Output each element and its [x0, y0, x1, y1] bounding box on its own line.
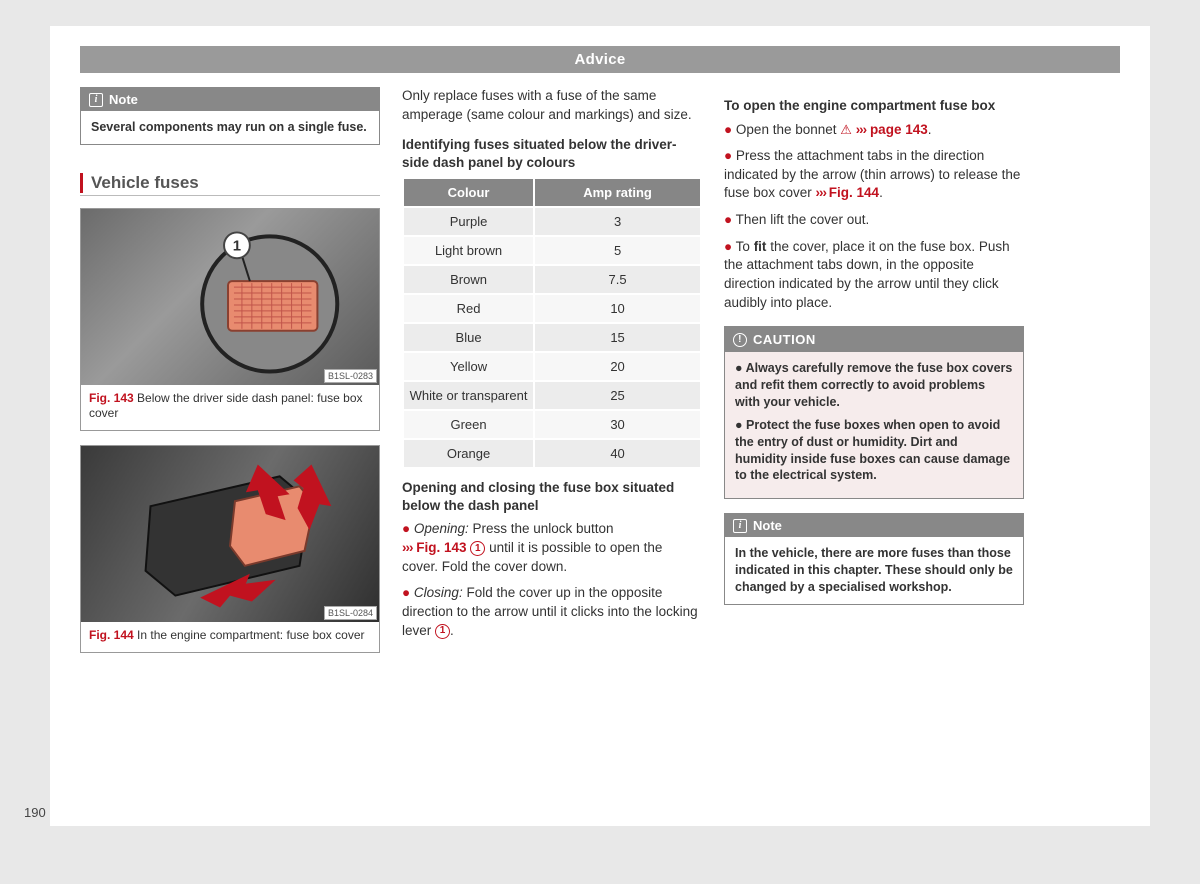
table-row: Red10	[403, 294, 701, 323]
caution-icon: !	[733, 333, 747, 347]
table-row: Blue15	[403, 323, 701, 352]
note-label: Note	[109, 92, 138, 107]
note-body: In the vehicle, there are more fuses tha…	[725, 537, 1023, 604]
bullet-icon: ●	[724, 239, 732, 254]
content-columns: i Note Several components may run on a s…	[80, 87, 1120, 667]
figure-143: 1 B1SL-0283 Fig. 143 Below the driver si…	[80, 208, 380, 431]
bullet-icon: ●	[724, 212, 732, 227]
info-icon: i	[89, 93, 103, 107]
column-middle: Only replace fuses with a fuse of the sa…	[402, 87, 702, 667]
intro-text: Only replace fuses with a fuse of the sa…	[402, 87, 702, 124]
bullet-icon: ●	[724, 148, 732, 163]
closing-bullet: ● Closing: Fold the cover up in the oppo…	[402, 584, 702, 640]
page-header-title: Advice	[575, 51, 626, 68]
circled-1-icon: 1	[470, 541, 485, 556]
note-header: i Note	[81, 88, 379, 111]
info-icon: i	[733, 519, 747, 533]
arrow-ref-icon: ›››	[856, 122, 867, 137]
bullet-icon: ●	[402, 521, 410, 536]
opening-bullet: ● Opening: Press the unlock button ››› F…	[402, 520, 702, 576]
manual-page: Advice i Note Several components may run…	[50, 26, 1150, 826]
svg-text:1: 1	[233, 238, 241, 254]
open-close-title: Opening and closing the fuse box situate…	[402, 479, 702, 514]
table-row: Brown7.5	[403, 265, 701, 294]
table-row: Purple3	[403, 207, 701, 236]
table-row: Orange40	[403, 439, 701, 468]
fig-ref-144: Fig. 144	[829, 185, 879, 200]
table-row: White or transparent25	[403, 381, 701, 410]
figure-144-caption: Fig. 144 In the engine compartment: fuse…	[81, 622, 379, 652]
figure-143-label: Fig. 143	[89, 391, 134, 405]
note-body: Several components may run on a single f…	[81, 111, 379, 144]
caution-header: ! CAUTION	[725, 327, 1023, 352]
note-header: i Note	[725, 514, 1023, 537]
column-right: To open the engine compartment fuse box …	[724, 87, 1024, 667]
figure-144: B1SL-0284 Fig. 144 In the engine compart…	[80, 445, 380, 653]
arrow-ref-icon: ›››	[402, 540, 413, 555]
open-bonnet-bullet: ● Open the bonnet ⚠ ››› page 143.	[724, 121, 1024, 140]
page-ref-143: page 143	[866, 122, 928, 137]
page-header-bar: Advice	[80, 46, 1120, 73]
figure-143-caption: Fig. 143 Below the driver side dash pane…	[81, 385, 379, 430]
figure-143-code: B1SL-0283	[324, 369, 377, 383]
note-label: Note	[753, 518, 782, 533]
figure-143-svg: 1	[81, 209, 379, 385]
figure-144-image: B1SL-0284	[81, 446, 379, 622]
fit-cover-bullet: ● To fit the cover, place it on the fuse…	[724, 238, 1024, 313]
figure-144-label: Fig. 144	[89, 628, 134, 642]
opening-label: Opening:	[414, 521, 469, 536]
caution-label: CAUTION	[753, 332, 816, 347]
warning-triangle-icon: ⚠	[840, 122, 852, 137]
fuse-colour-table: Colour Amp rating Purple3 Light brown5 B…	[402, 177, 702, 469]
table-row: Green30	[403, 410, 701, 439]
circled-1-icon: 1	[435, 624, 450, 639]
table-title: Identifying fuses situated below the dri…	[402, 136, 702, 171]
caution-body: ● Always carefully remove the fuse box c…	[725, 352, 1023, 498]
th-amp: Amp rating	[534, 178, 701, 207]
column-left: i Note Several components may run on a s…	[80, 87, 380, 667]
fig-ref-143: Fig. 143	[416, 540, 466, 555]
note-box-right: i Note In the vehicle, there are more fu…	[724, 513, 1024, 605]
bullet-icon: ●	[724, 122, 732, 137]
bullet-icon: ●	[402, 585, 410, 600]
bullet-icon: ●	[735, 361, 746, 375]
table-row: Yellow20	[403, 352, 701, 381]
closing-label: Closing:	[414, 585, 463, 600]
figure-144-svg	[81, 446, 379, 622]
figure-144-code: B1SL-0284	[324, 606, 377, 620]
open-engine-title: To open the engine compartment fuse box	[724, 97, 1024, 115]
note-box-top: i Note Several components may run on a s…	[80, 87, 380, 145]
section-title: Vehicle fuses	[80, 173, 380, 193]
figure-143-image: 1 B1SL-0283	[81, 209, 379, 385]
th-colour: Colour	[403, 178, 534, 207]
table-row: Light brown5	[403, 236, 701, 265]
caution-box: ! CAUTION ● Always carefully remove the …	[724, 326, 1024, 499]
section-title-underline	[80, 195, 380, 196]
lift-cover-bullet: ● Then lift the cover out.	[724, 211, 1024, 230]
press-tabs-bullet: ● Press the attachment tabs in the direc…	[724, 147, 1024, 203]
arrow-ref-icon: ›››	[816, 185, 829, 200]
page-number: 190	[24, 805, 46, 820]
bullet-icon: ●	[735, 418, 746, 432]
